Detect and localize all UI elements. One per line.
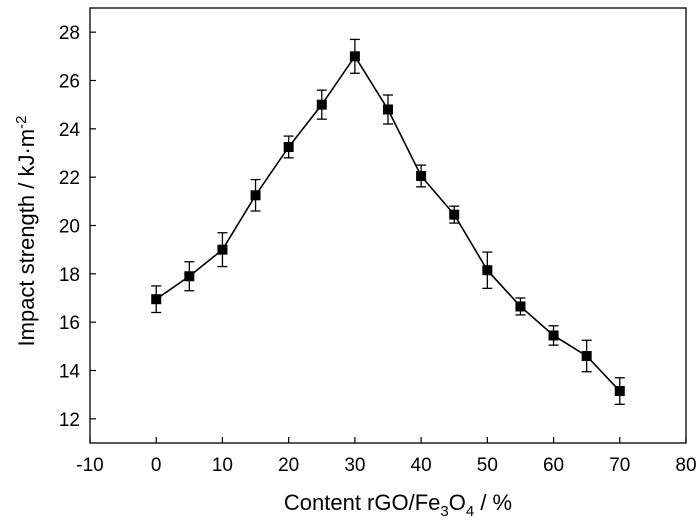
data-point [614, 386, 625, 397]
y-tick-label: 24 [59, 120, 81, 141]
x-tick-label: 50 [477, 455, 498, 476]
data-point [217, 244, 228, 255]
data-point [449, 209, 460, 220]
x-tick-label: 30 [344, 455, 365, 476]
data-point [349, 51, 360, 62]
data-point [383, 104, 393, 115]
y-tick-label: 22 [59, 168, 80, 189]
x-tick-label: 60 [543, 455, 564, 476]
data-point [416, 170, 427, 181]
y-tick-label: 14 [59, 362, 81, 383]
plot-border [89, 7, 687, 444]
y-tick-label: 16 [59, 313, 80, 334]
x-tick-label: 40 [411, 455, 432, 476]
y-axis-title: Impact strength / kJ·m-2 [13, 116, 39, 347]
data-point [482, 265, 493, 276]
x-tick-label: 0 [151, 455, 162, 476]
data-point [581, 351, 592, 361]
y-axis-ticks: 12 14 16 18 20 22 24 26 28 [59, 23, 96, 431]
y-tick-label: 20 [59, 217, 80, 238]
y-tick-label: 26 [59, 72, 80, 93]
x-axis-ticks: -10 0 10 20 30 40 50 60 70 80 [76, 437, 697, 476]
data-series [151, 38, 625, 405]
x-tick-label: 20 [278, 455, 299, 476]
plot-frame [89, 7, 687, 444]
x-tick-label: 70 [609, 455, 630, 476]
data-point [184, 271, 195, 282]
data-point [515, 301, 526, 312]
data-point [283, 141, 294, 152]
y-tick-label: 28 [59, 23, 80, 44]
data-point [250, 190, 261, 201]
x-tick-label: 10 [212, 455, 233, 476]
data-point [548, 330, 559, 341]
data-point [316, 99, 327, 110]
x-axis-title: Content rGO/Fe3O4 / % [284, 490, 512, 520]
y-tick-label: 18 [59, 265, 80, 286]
x-tick-label: -10 [76, 455, 103, 476]
x-tick-label: 80 [675, 455, 696, 476]
y-tick-label: 12 [59, 410, 80, 431]
data-point [151, 294, 162, 305]
